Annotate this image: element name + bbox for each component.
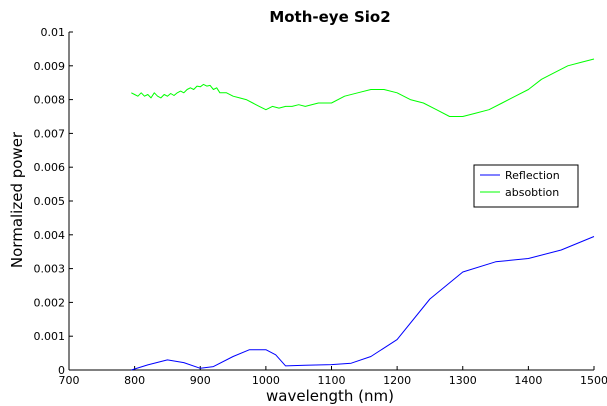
x-tick-label: 700 (59, 374, 80, 387)
y-tick-label: 0.01 (41, 26, 66, 39)
y-tick-label: 0.006 (34, 161, 66, 174)
x-axis-label: wavelength (nm) (266, 387, 394, 405)
x-tick-label: 800 (124, 374, 145, 387)
legend: Reflection absobtion (473, 164, 579, 208)
series-layer (131, 58, 595, 371)
y-tick-label: 0.008 (34, 94, 66, 107)
y-tick-label: 0.007 (34, 127, 66, 140)
y-tick-label: 0.004 (34, 229, 66, 242)
x-tick-label: 1100 (318, 374, 346, 387)
x-tick-label: 1000 (252, 374, 280, 387)
y-tick-label: 0.003 (34, 263, 66, 276)
y-tick-label: 0.002 (34, 296, 66, 309)
x-tick-label: 1500 (580, 374, 607, 387)
y-tick-label: 0.005 (34, 195, 66, 208)
x-tick-label: 1400 (514, 374, 542, 387)
x-tick-label: 1300 (449, 374, 477, 387)
y-tick-label: 0.009 (34, 60, 66, 73)
y-axis-label: Normalized power (8, 131, 26, 268)
axes: 700 800 900 1000 1100 1200 1300 1400 1500 0 0.001 0… (34, 26, 607, 387)
chart-title: Moth-eye Sio2 (269, 8, 390, 26)
legend-box (473, 164, 579, 208)
x-tick-label: 900 (190, 374, 211, 387)
y-tick-label: 0 (58, 364, 65, 377)
series-line-absobtion (131, 58, 595, 117)
legend-label: absobtion (505, 186, 559, 199)
series-line-reflection (131, 236, 595, 371)
y-tick-label: 0.001 (34, 330, 66, 343)
legend-label: Reflection (505, 169, 560, 182)
x-tick-label: 1200 (383, 374, 411, 387)
